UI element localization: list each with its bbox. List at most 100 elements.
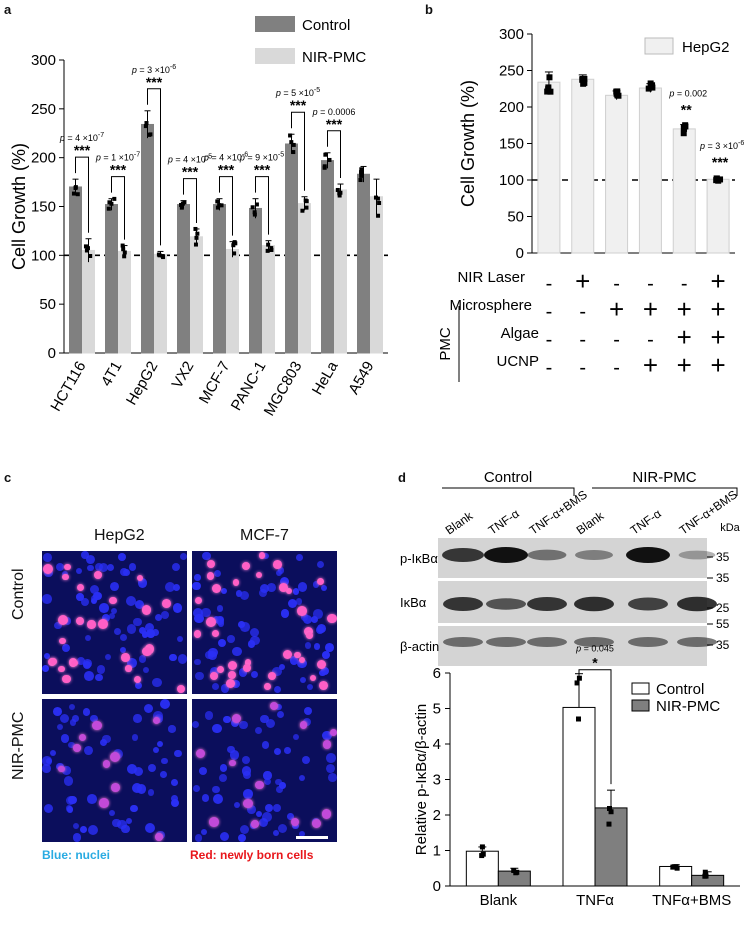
cell-nucleus xyxy=(134,681,143,690)
a-data-point xyxy=(217,203,222,208)
b-bar xyxy=(638,87,662,254)
a-legend-swatch xyxy=(255,16,295,32)
cell-nucleus xyxy=(242,766,252,776)
a-data-point xyxy=(327,157,332,162)
cell-nucleus xyxy=(72,832,82,842)
b-legend-label: HepG2 xyxy=(682,39,730,56)
cell-nucleus xyxy=(313,609,324,620)
cell-nucleus xyxy=(303,717,312,727)
a-data-point xyxy=(335,187,340,192)
d-band-ikba xyxy=(443,597,483,611)
cell-nucleus xyxy=(65,796,75,806)
cell-nucleus xyxy=(72,715,79,722)
a-y-tick-label: 0 xyxy=(48,345,56,362)
cell-nucleus xyxy=(300,613,309,621)
d-lane-label: TNF-α xyxy=(628,506,664,537)
cell-nucleus xyxy=(194,574,201,581)
cell-nucleus xyxy=(201,794,210,802)
b-condition-mark: - xyxy=(613,273,620,295)
cell-nucleus xyxy=(177,654,187,664)
cell-nucleus xyxy=(131,734,139,741)
cell-nucleus xyxy=(62,766,71,775)
cell-nucleus xyxy=(127,658,138,669)
d-band-p-ikba xyxy=(575,550,613,560)
a-data-point xyxy=(375,196,380,201)
b-condition-mark: + xyxy=(710,350,725,380)
cell-nucleus xyxy=(275,778,283,786)
cell-nucleus xyxy=(244,658,252,666)
d-y-tick-label: 0 xyxy=(433,878,441,895)
cell-nucleus xyxy=(160,770,167,778)
a-data-point xyxy=(83,244,88,249)
cell-nucleus xyxy=(44,804,54,814)
cell-nucleus xyxy=(297,659,307,669)
cell-nucleus xyxy=(232,680,241,689)
a-data-point xyxy=(322,165,327,170)
cell-nucleus xyxy=(194,597,202,605)
d-legend-label: NIR-PMC xyxy=(656,698,720,715)
a-data-point xyxy=(252,210,257,215)
cell-nucleus xyxy=(294,652,301,659)
a-data-point xyxy=(252,212,257,217)
cell-nucleus xyxy=(65,805,73,812)
cell-nucleus xyxy=(172,563,181,572)
cell-nucleus xyxy=(321,584,328,591)
cell-nucleus xyxy=(80,826,88,833)
cell-nucleus xyxy=(120,824,130,834)
a-significance-stars: *** xyxy=(182,164,199,180)
b-condition-mark: - xyxy=(546,301,553,323)
cell-nucleus xyxy=(229,759,236,766)
cell-nucleus xyxy=(119,647,126,654)
cell-nucleus xyxy=(109,597,117,605)
cell-nucleus xyxy=(211,584,221,594)
cell-nucleus xyxy=(42,665,50,673)
cell-nucleus xyxy=(147,763,157,773)
cell-nucleus xyxy=(169,653,177,662)
cell-nucleus xyxy=(42,756,53,766)
cell-nucleus xyxy=(76,616,85,625)
a-y-axis-title: Cell Growth (%) xyxy=(9,143,29,270)
cell-nucleus xyxy=(57,614,68,625)
b-bar xyxy=(537,81,561,254)
d-y-tick-label: 5 xyxy=(433,701,441,718)
cell-nucleus xyxy=(202,551,211,561)
column-label-mcf7: MCF-7 xyxy=(240,527,289,544)
cell-nucleus xyxy=(198,766,208,776)
cell-nucleus xyxy=(153,716,161,724)
cell-nucleus xyxy=(231,719,239,728)
cell-nucleus xyxy=(84,745,94,755)
a-data-point xyxy=(359,173,364,178)
cell-nucleus xyxy=(99,603,109,613)
b-condition-mark: + xyxy=(710,266,725,296)
cell-nucleus xyxy=(152,746,160,754)
cell-nucleus xyxy=(153,711,163,721)
cell-nucleus xyxy=(99,797,110,808)
cell-nucleus xyxy=(93,591,102,601)
d-group-bracket xyxy=(592,487,738,496)
cell-nucleus xyxy=(325,752,336,763)
cell-nucleus xyxy=(59,713,70,724)
cell-nucleus xyxy=(59,637,66,644)
d-band-ikba xyxy=(677,596,717,612)
cell-nucleus xyxy=(151,628,159,636)
cell-nucleus xyxy=(194,834,203,842)
cell-nucleus xyxy=(130,804,139,813)
cell-nucleus xyxy=(171,779,179,786)
a-x-tick-label: 4T1 xyxy=(98,359,126,390)
cell-nucleus xyxy=(213,793,224,804)
micrograph-hepg2-nir-pmc xyxy=(42,699,187,842)
cell-nucleus xyxy=(306,683,314,690)
b-condition-label: Microsphere xyxy=(449,297,532,314)
cell-nucleus xyxy=(204,711,214,720)
d-significance-stars: * xyxy=(592,655,598,671)
cell-nucleus xyxy=(117,553,126,562)
cell-nucleus xyxy=(296,554,303,562)
cell-nucleus xyxy=(297,605,308,616)
cell-nucleus xyxy=(267,582,276,592)
cell-nucleus xyxy=(120,634,127,641)
d-band-actin xyxy=(527,637,567,647)
a-data-point xyxy=(143,124,148,129)
cell-nucleus xyxy=(312,581,319,588)
a-bar-nir-pmc xyxy=(334,189,347,354)
cell-nucleus xyxy=(148,789,155,796)
